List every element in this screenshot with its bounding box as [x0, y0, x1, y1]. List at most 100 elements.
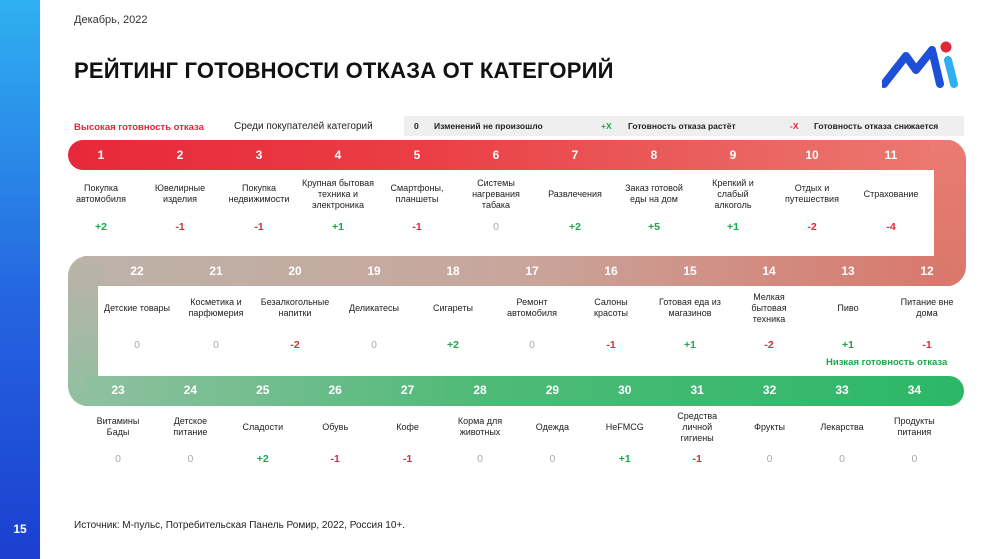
category-name: Лекарства — [820, 421, 864, 432]
category-name: Крепкий и слабый алкоголь — [712, 177, 754, 210]
category-name: Заказ готовой еды на дом — [625, 183, 683, 204]
category-name: Средства личной гигиены — [677, 410, 718, 443]
category-name: Системы нагревания табака — [472, 177, 520, 210]
rank-number: 13 — [841, 264, 855, 278]
category-name: Смартфоны, планшеты — [390, 183, 444, 204]
category-name: Детские товары — [104, 302, 170, 313]
change-value: -1 — [330, 453, 340, 465]
rank-number: 27 — [400, 383, 415, 397]
rank-number: 25 — [256, 383, 270, 397]
rank-number: 33 — [835, 383, 849, 397]
low-readiness-label: Низкая готовность отказа — [826, 357, 948, 368]
category-name: Безалкогольные напитки — [260, 297, 330, 318]
legend-zero-text: Изменений не произошло — [434, 121, 543, 131]
change-value: -1 — [175, 221, 185, 233]
rank-number: 3 — [255, 148, 263, 162]
change-value: -1 — [254, 221, 264, 233]
change-value: 0 — [477, 453, 483, 465]
change-value: -1 — [412, 221, 422, 233]
rank-number: 1 — [97, 148, 105, 162]
category-name: Витамины Бады — [96, 416, 140, 437]
page-title: РЕЙТИНГ ГОТОВНОСТИ ОТКАЗА ОТ КАТЕГОРИЙ — [74, 58, 614, 83]
change-value: 0 — [213, 339, 219, 351]
change-value: 0 — [911, 453, 918, 465]
category-name: Крупная бытовая техника и электроника — [301, 177, 375, 210]
legend-bar — [404, 116, 964, 136]
change-value: 0 — [134, 339, 140, 351]
page-number: 15 — [13, 522, 27, 536]
rank-number: 32 — [762, 383, 777, 397]
change-value: -4 — [886, 221, 896, 233]
among-buyers-label: Среди покупателей категорий — [234, 121, 373, 132]
category-name: Деликатесы — [348, 302, 400, 313]
category-name: Детское питание — [173, 416, 208, 437]
change-value: +5 — [648, 221, 660, 233]
rank-number: 19 — [367, 264, 381, 278]
change-value: +1 — [618, 453, 631, 465]
category-name: Готовая еда из магазинов — [659, 297, 721, 318]
snake-connector-left — [67, 256, 106, 406]
legend-zero-symbol: 0 — [414, 121, 419, 131]
rank-number: 21 — [209, 264, 223, 278]
brand-logo-icon — [882, 41, 958, 88]
category-name: Обувь — [322, 421, 349, 432]
change-value: 0 — [549, 453, 556, 465]
band-row-3 — [84, 376, 964, 406]
change-value: +2 — [95, 221, 107, 233]
rank-number: 31 — [690, 383, 704, 397]
rank-number: 29 — [545, 383, 560, 397]
change-value: +1 — [332, 221, 344, 233]
category-name: Ювелирные изделия — [154, 183, 206, 204]
rank-number: 20 — [288, 264, 302, 278]
change-value: 0 — [371, 339, 377, 351]
band-row-1 — [68, 140, 946, 170]
category-name: Салоны красоты — [594, 297, 628, 318]
legend-minus-symbol: -X — [790, 121, 799, 131]
rank-number: 28 — [473, 383, 487, 397]
rank-number: 22 — [130, 264, 144, 278]
change-value: 0 — [115, 453, 121, 465]
legend-plus-text: Готовность отказа растёт — [628, 121, 736, 131]
rank-number: 17 — [525, 264, 539, 278]
change-value: +2 — [447, 339, 459, 351]
change-value: 0 — [766, 453, 773, 465]
category-name: Сладости — [242, 421, 284, 432]
rank-number: 34 — [907, 383, 922, 397]
rank-number: 14 — [762, 264, 776, 278]
category-name: Кофе — [396, 421, 419, 432]
change-value: -1 — [692, 453, 702, 465]
rank-number: 8 — [650, 148, 658, 162]
rank-number: 4 — [334, 148, 342, 162]
change-value: -1 — [606, 339, 616, 351]
band-row-2 — [84, 256, 946, 286]
category-name: Одежда — [535, 421, 570, 432]
rank-number: 15 — [683, 264, 697, 278]
change-value: 0 — [187, 453, 194, 465]
snake-connector-right — [930, 140, 967, 286]
change-value: -2 — [290, 339, 300, 351]
category-name: Пиво — [837, 302, 859, 313]
high-readiness-label: Высокая готовность отказа — [74, 122, 204, 133]
rank-number: 23 — [111, 383, 125, 397]
category-name: Страхование — [863, 188, 919, 199]
change-value: +1 — [684, 339, 696, 351]
change-value: 0 — [529, 339, 535, 351]
category-name: Корма для животных — [457, 416, 503, 437]
change-value: 0 — [839, 453, 845, 465]
legend-minus-text: Готовность отказа снижается — [814, 121, 939, 131]
legend-plus-symbol: +X — [601, 121, 612, 131]
rank-number: 16 — [604, 264, 618, 278]
category-name: Сигареты — [433, 302, 473, 313]
rank-number: 12 — [920, 264, 934, 278]
change-value: -2 — [764, 339, 774, 351]
rank-number: 2 — [176, 148, 184, 162]
category-name: Косметика и парфюмерия — [188, 297, 244, 318]
change-value: -1 — [922, 339, 932, 351]
change-value: -1 — [402, 453, 413, 465]
change-value: 0 — [493, 221, 499, 233]
category-name: Отдых и путешествия — [785, 183, 839, 204]
change-value: -2 — [807, 221, 817, 233]
category-name: Покупка недвижимости — [228, 183, 290, 204]
rank-number: 24 — [183, 383, 198, 397]
category-name: Фрукты — [754, 421, 786, 432]
